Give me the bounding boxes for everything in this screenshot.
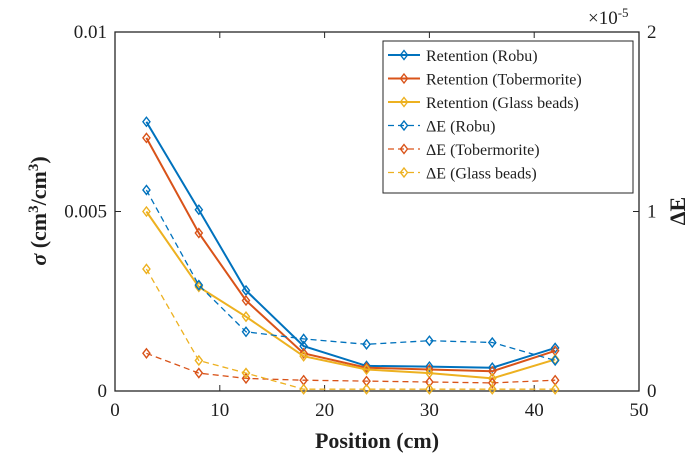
legend-entry: ΔE (Robu) bbox=[388, 119, 495, 136]
x-tick-label: 40 bbox=[525, 400, 544, 421]
legend-entry: ΔE (Glass beads) bbox=[388, 166, 537, 183]
data-point bbox=[487, 377, 497, 389]
data-point bbox=[425, 383, 434, 395]
legend-marker bbox=[399, 119, 409, 132]
legend-marker bbox=[399, 49, 409, 61]
legend: Retention (Robu) Retention (Tobermorite) R… bbox=[382, 40, 634, 194]
legend-box bbox=[382, 40, 634, 194]
data-point bbox=[299, 333, 309, 345]
y-right-tick-label: 2 bbox=[647, 22, 657, 43]
right-axis-multiplier: ×10-5 bbox=[588, 5, 629, 29]
legend-marker bbox=[399, 143, 409, 155]
data-point bbox=[241, 367, 251, 379]
y-left-tick-label: 0.005 bbox=[64, 202, 107, 223]
series-layer bbox=[142, 116, 560, 395]
data-point bbox=[194, 227, 204, 239]
svg-text:σ (cm3/cm3): σ (cm3/cm3) bbox=[26, 156, 51, 265]
data-point bbox=[241, 372, 251, 385]
data-point bbox=[362, 363, 371, 376]
data-point bbox=[487, 365, 497, 377]
data-point bbox=[362, 338, 371, 350]
x-axis-label: Position (cm) bbox=[315, 428, 439, 453]
y-left-axis-label: σ (cm3/cm3) bbox=[26, 156, 51, 265]
data-point bbox=[142, 347, 151, 359]
x-tick-label: 20 bbox=[315, 400, 334, 421]
data-point bbox=[487, 372, 497, 385]
y-left-tick-label: 0 bbox=[98, 381, 108, 402]
x-tick-label: 10 bbox=[210, 400, 229, 421]
legend-label: Retention (Glass beads) bbox=[426, 95, 579, 112]
legend-label: ΔE (Tobermorite) bbox=[426, 142, 540, 159]
y-left-axis-ticks: 0 0.005 0.01 bbox=[64, 22, 121, 402]
data-point bbox=[142, 263, 151, 275]
data-point bbox=[487, 383, 497, 395]
series-line bbox=[146, 352, 556, 384]
data-point bbox=[194, 204, 204, 216]
x-tick-label: 50 bbox=[630, 400, 649, 421]
data-point bbox=[142, 205, 151, 218]
x-tick-label: 0 bbox=[110, 400, 120, 421]
data-point bbox=[142, 184, 151, 196]
legend-label: ΔE (Robu) bbox=[426, 119, 495, 136]
data-point bbox=[194, 367, 204, 379]
series-5 bbox=[142, 263, 560, 395]
series-line bbox=[145, 268, 556, 390]
x-tick-label: 30 bbox=[420, 400, 439, 421]
legend-marker bbox=[399, 96, 409, 108]
data-point bbox=[299, 347, 309, 359]
data-point bbox=[241, 294, 251, 307]
data-point bbox=[550, 342, 560, 354]
data-point bbox=[142, 116, 151, 128]
data-point bbox=[425, 335, 434, 347]
series-line bbox=[145, 189, 556, 362]
legend-marker bbox=[399, 166, 409, 179]
legend-entry: ΔE (Tobermorite) bbox=[388, 142, 540, 159]
data-point bbox=[194, 354, 204, 367]
data-point bbox=[487, 336, 497, 349]
legend-label: Retention (Robu) bbox=[426, 48, 538, 65]
y-right-axis-ticks: 0 1 2 bbox=[633, 22, 657, 402]
legend-label: Retention (Tobermorite) bbox=[426, 72, 582, 89]
data-point bbox=[194, 279, 204, 291]
data-point bbox=[299, 383, 309, 395]
data-point bbox=[550, 354, 560, 367]
legend-entry: Retention (Glass beads) bbox=[388, 95, 579, 112]
series-4 bbox=[142, 347, 560, 389]
legend-marker bbox=[399, 72, 409, 85]
legend-label: ΔE (Glass beads) bbox=[426, 166, 537, 183]
legend-entry: Retention (Robu) bbox=[388, 48, 538, 65]
data-point bbox=[194, 281, 204, 293]
series-line bbox=[145, 121, 556, 369]
data-point bbox=[362, 383, 371, 395]
data-point bbox=[425, 376, 434, 388]
y-right-tick-label: 1 bbox=[647, 202, 657, 223]
y-left-tick-label: 0.01 bbox=[74, 22, 107, 43]
data-point bbox=[241, 326, 251, 338]
data-point bbox=[425, 360, 434, 373]
y-right-tick-label: 0 bbox=[647, 381, 657, 402]
y-right-axis-label: ΔE bbox=[665, 197, 690, 225]
legend-entry: Retention (Tobermorite) bbox=[388, 72, 582, 89]
data-point bbox=[299, 350, 309, 362]
data-point bbox=[550, 383, 560, 395]
data-point bbox=[241, 311, 251, 323]
data-point bbox=[142, 132, 151, 144]
series-line bbox=[145, 210, 556, 380]
series-3 bbox=[142, 184, 560, 367]
x-axis-ticks: 0 10 20 30 40 50 bbox=[110, 32, 649, 421]
data-point bbox=[362, 362, 371, 374]
series-line bbox=[145, 137, 556, 373]
